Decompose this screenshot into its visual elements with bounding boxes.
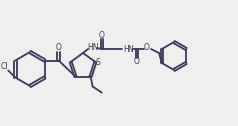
Text: HN: HN — [87, 42, 99, 52]
Text: O: O — [134, 57, 140, 67]
Text: N: N — [127, 45, 133, 55]
Text: O: O — [56, 43, 62, 52]
Text: O: O — [144, 43, 150, 53]
Text: S: S — [96, 58, 101, 68]
Text: H: H — [123, 44, 129, 54]
Text: Cl: Cl — [0, 62, 8, 71]
Text: O: O — [99, 30, 105, 39]
